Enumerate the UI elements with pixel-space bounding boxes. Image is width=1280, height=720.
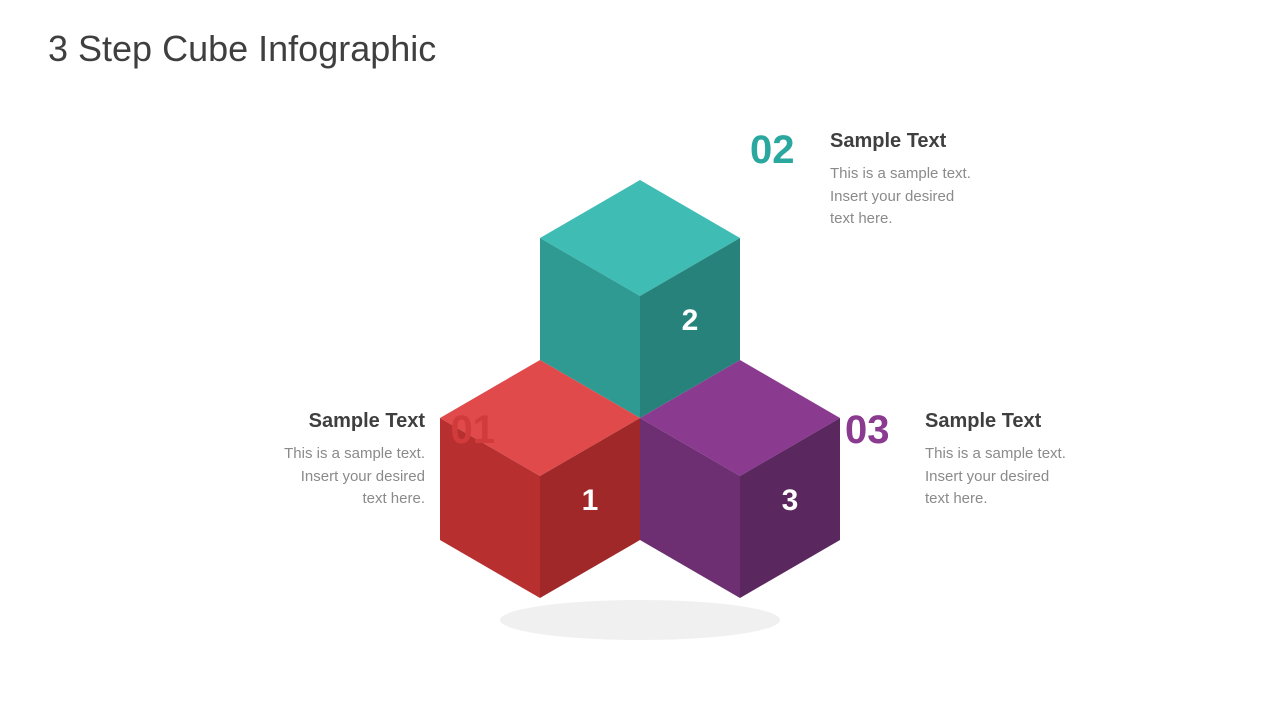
callout-1-heading: Sample Text (145, 410, 425, 433)
callout-2-number: 02 (750, 130, 795, 170)
callout-3-number: 03 (845, 410, 890, 450)
callout-1-body: This is a sample text. Insert your desir… (145, 443, 425, 511)
cube-infographic: 2 1 3 (0, 0, 1280, 720)
callout-1: 01 Sample Text This is a sample text. In… (145, 410, 425, 511)
callout-2: 02 Sample Text This is a sample text. In… (830, 130, 1090, 231)
callout-2-body: This is a sample text. Insert your desir… (830, 163, 1090, 231)
callout-3: 03 Sample Text This is a sample text. In… (925, 410, 1185, 511)
cube-3-face-label: 3 (782, 484, 799, 517)
cube-2-face-label: 2 (682, 304, 699, 337)
callout-1-number: 01 (451, 410, 496, 450)
cube-1-face-label: 1 (582, 484, 599, 517)
callout-3-heading: Sample Text (925, 410, 1185, 433)
callout-2-heading: Sample Text (830, 130, 1090, 153)
callout-3-body: This is a sample text. Insert your desir… (925, 443, 1185, 511)
